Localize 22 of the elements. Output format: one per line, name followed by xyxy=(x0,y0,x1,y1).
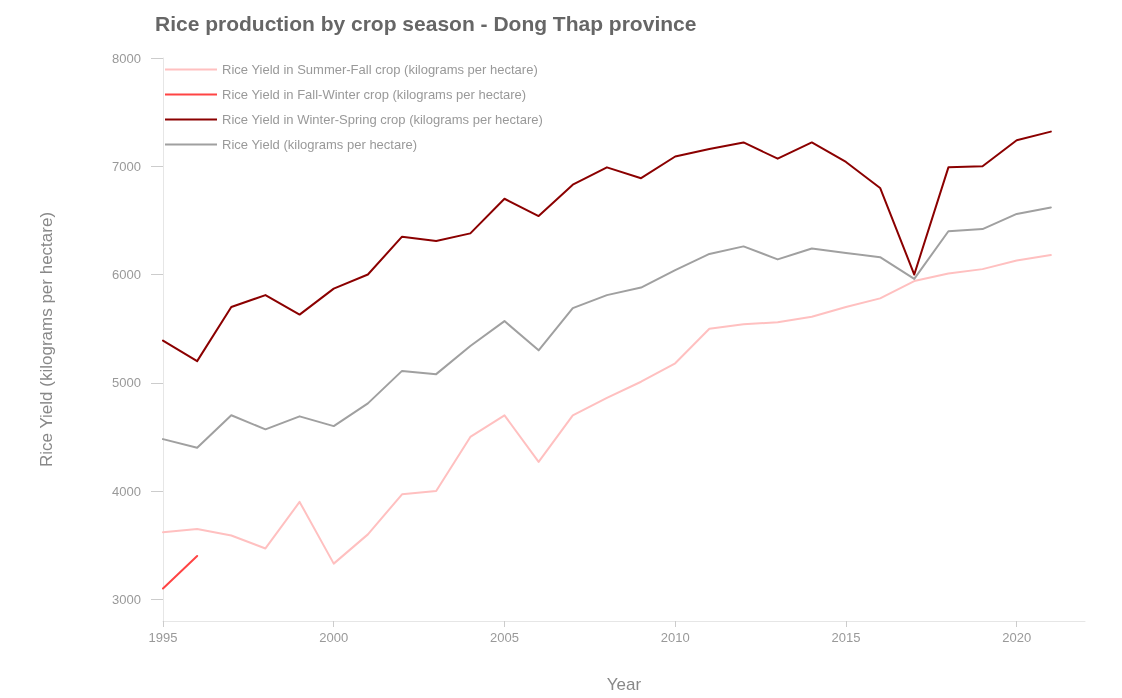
legend-label: Rice Yield in Winter-Spring crop (kilograms per hectare) xyxy=(222,112,543,127)
x-tick-label: 2015 xyxy=(831,630,861,645)
legend-label: Rice Yield in Fall-Winter crop (kilograms per hectare) xyxy=(222,87,527,102)
x-tick-label: 2005 xyxy=(490,630,519,645)
line-series xyxy=(162,130,1052,363)
legend-label: Rice Yield in Summer-Fall crop (kilograms per hectare) xyxy=(222,62,538,77)
y-axis-title: Rice Yield (kilograms per hectare) xyxy=(37,211,56,468)
line-series xyxy=(162,206,1052,449)
y-tick-label: 4000 xyxy=(112,483,141,499)
x-tick-label: 2010 xyxy=(660,630,690,645)
x-tick-label: 2020 xyxy=(1002,630,1032,645)
y-tick-label: 3000 xyxy=(112,591,141,607)
x-tick-label: 1995 xyxy=(148,630,178,645)
y-tick-label: 6000 xyxy=(112,267,141,283)
y-tick-label: 7000 xyxy=(112,158,141,174)
line-series xyxy=(162,254,1052,565)
y-tick-label: 8000 xyxy=(112,50,141,66)
legend-label: Rice Yield (kilograms per hectare) xyxy=(222,137,418,152)
x-tick-label: 2000 xyxy=(319,630,349,645)
y-tick-label: 5000 xyxy=(112,375,141,391)
x-axis-title: Year xyxy=(606,675,642,694)
chart-title: Rice production by crop season - Dong Thap province xyxy=(155,12,697,35)
